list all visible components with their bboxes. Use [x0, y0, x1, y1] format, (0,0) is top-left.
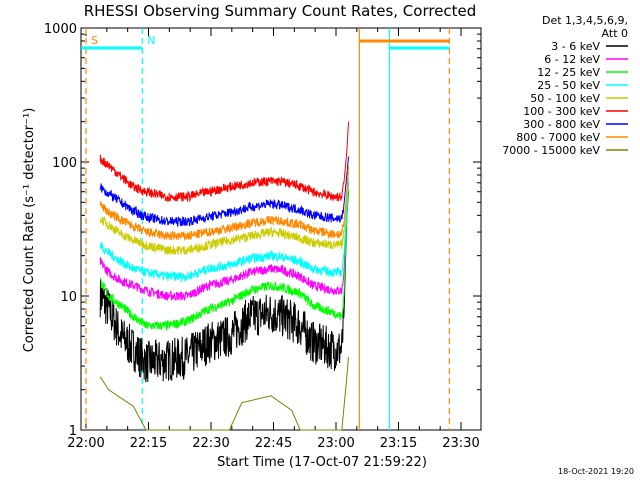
series-line [99, 171, 349, 255]
plot-frame [80, 27, 482, 431]
footer-date: 18-Oct-2021 19:20 [558, 467, 634, 476]
legend-label: 50 - 100 keV [530, 92, 600, 105]
series-line [100, 189, 349, 332]
legend-label: 300 - 800 keV [523, 118, 600, 131]
x-tick-label: 22:15 [130, 436, 167, 451]
chart-title: RHESSI Observing Summary Count Rates, Co… [84, 2, 477, 20]
legend-label: 12 - 25 keV [537, 66, 600, 79]
legend-label: 100 - 300 keV [523, 105, 600, 118]
legend-label: 3 - 6 keV [551, 40, 600, 53]
y-tick-label: 10 [60, 290, 77, 305]
series-line [99, 191, 349, 383]
legend-label: 6 - 12 keV [544, 53, 600, 66]
y-tick-label: 100 [52, 156, 77, 171]
legend-label: 25 - 50 keV [537, 79, 600, 92]
series-line [99, 357, 349, 431]
x-axis-label: Start Time (17-Oct-07 21:59:22) [217, 455, 427, 470]
x-tick-label: 23:15 [380, 436, 417, 451]
y-tick-label: 1 [69, 424, 77, 439]
y-tick-label: 1000 [44, 22, 77, 37]
x-tick-label: 22:30 [192, 436, 229, 451]
legend-header-2: Att 0 [602, 27, 628, 40]
series-line [99, 121, 349, 203]
time-marker-label: S [91, 34, 98, 47]
x-tick-label: 22:00 [67, 436, 104, 451]
series-line [99, 156, 349, 228]
legend-label: 800 - 7000 keV [516, 131, 600, 144]
y-axis-label: Corrected Count Rate (s⁻¹ detector⁻¹) [22, 108, 37, 353]
series-line [99, 178, 349, 283]
x-tick-label: 23:30 [442, 436, 479, 451]
series-line [99, 164, 349, 242]
series-line [99, 182, 349, 301]
legend-header-1: Det 1,3,4,5,6,9, [542, 14, 628, 27]
time-marker-label: N [147, 34, 155, 47]
x-tick-label: 23:00 [317, 436, 354, 451]
legend-label: 7000 - 15000 keV [502, 144, 600, 157]
x-tick-label: 22:45 [255, 436, 292, 451]
axes: 1 10 100 1000 22:00 22:15 22:30 22:45 23:00 23:15… [44, 22, 481, 451]
series-group [99, 121, 349, 431]
